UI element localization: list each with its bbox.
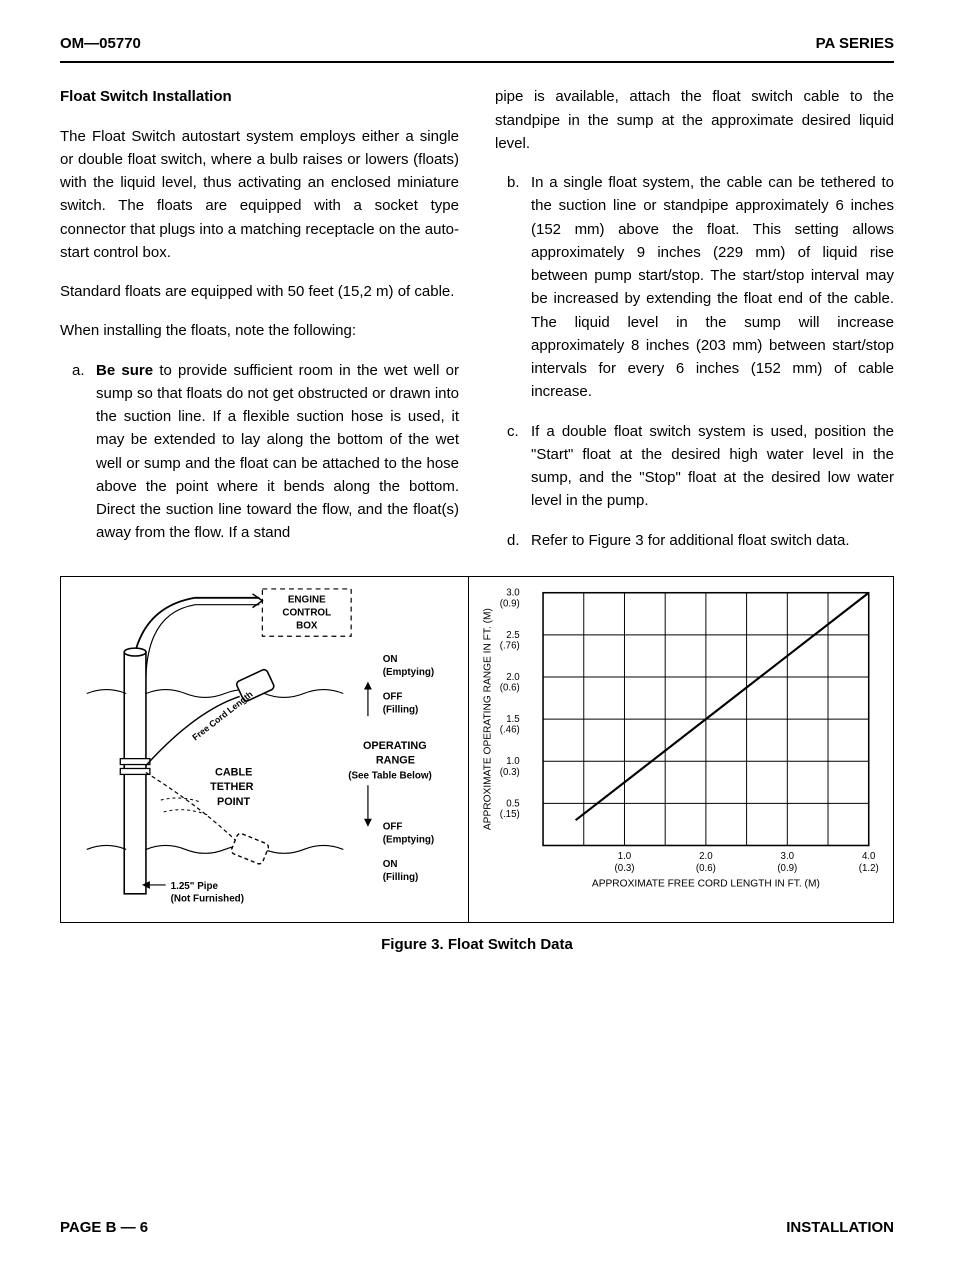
list-text: to provide sufficient room in the wet we… (96, 362, 459, 542)
list-text: In a single float system, the cable can … (531, 174, 894, 400)
list-item-b: b. In a single float system, the cable c… (495, 171, 894, 404)
svg-text:3.0: 3.0 (780, 851, 794, 862)
control-label: CONTROL (282, 607, 331, 618)
paragraph: Standard floats are equipped with 50 fee… (60, 280, 459, 303)
chart-svg: 3.0(0.9)2.5(.76)2.0(0.6)1.5(.46)1.0(0.3)… (475, 583, 883, 904)
svg-text:(0.9): (0.9) (777, 863, 797, 874)
svg-text:(0.6): (0.6) (696, 863, 716, 874)
section-name: INSTALLATION (786, 1216, 894, 1239)
list-item-d: d. Refer to Figure 3 for additional floa… (495, 529, 894, 552)
list-text: If a double float switch system is used,… (531, 423, 894, 510)
list-text: Refer to Figure 3 for additional float s… (531, 532, 850, 549)
series-label: PA SERIES (816, 32, 894, 55)
svg-text:(0.9): (0.9) (499, 598, 519, 609)
emptying-label-2: (Emptying) (383, 834, 434, 845)
svg-text:3.0: 3.0 (506, 587, 520, 598)
page-footer: PAGE B — 6 INSTALLATION (60, 1216, 894, 1239)
right-column: pipe is available, attach the float swit… (495, 85, 894, 568)
svg-text:2.5: 2.5 (506, 630, 520, 641)
svg-text:1.0: 1.0 (506, 756, 520, 767)
figure-3: ENGINE CONTROL BOX Free Cor (60, 576, 894, 956)
section-title: Float Switch Installation (60, 85, 459, 108)
left-column: Float Switch Installation The Float Swit… (60, 85, 459, 568)
see-table-label: (See Table Below) (348, 770, 432, 781)
page-number: PAGE B — 6 (60, 1216, 148, 1239)
off-label-2: OFF (383, 821, 403, 832)
svg-text:(1.2): (1.2) (858, 863, 878, 874)
paragraph-continuation: pipe is available, attach the float swit… (495, 85, 894, 155)
list-item-a: a. Be sure to provide sufficient room in… (60, 359, 459, 545)
svg-text:4.0: 4.0 (862, 851, 876, 862)
figure-panels: ENGINE CONTROL BOX Free Cor (60, 576, 894, 923)
list-marker: b. (507, 171, 520, 194)
emptying-label: (Emptying) (383, 667, 434, 678)
not-furnished-label: (Not Furnished) (171, 893, 244, 904)
float-diagram: ENGINE CONTROL BOX Free Cor (61, 577, 469, 922)
on-label: ON (383, 654, 398, 665)
svg-text:APPROXIMATE OPERATING RANGE IN: APPROXIMATE OPERATING RANGE IN FT. (M) (482, 608, 493, 830)
list-marker: a. (72, 359, 85, 382)
body-columns: Float Switch Installation The Float Swit… (60, 85, 894, 568)
emphasis: Be sure (96, 362, 153, 379)
tether-label: TETHER (210, 781, 254, 793)
svg-text:(0.6): (0.6) (499, 682, 519, 693)
pipe-label: 1.25" Pipe (171, 881, 219, 892)
page-header: OM—05770 PA SERIES (60, 32, 894, 63)
svg-text:(.46): (.46) (499, 724, 519, 735)
on-label-2: ON (383, 859, 398, 870)
svg-text:1.5: 1.5 (506, 714, 520, 725)
svg-text:(.15): (.15) (499, 809, 519, 820)
svg-text:(0.3): (0.3) (499, 767, 519, 778)
svg-text:2.0: 2.0 (699, 851, 713, 862)
svg-text:0.5: 0.5 (506, 798, 520, 809)
point-label: POINT (217, 796, 251, 808)
operating-label: OPERATING (363, 740, 427, 752)
cable-label: CABLE (215, 766, 252, 778)
svg-text:APPROXIMATE FREE CORD LENGTH I: APPROXIMATE FREE CORD LENGTH IN FT. (M) (592, 878, 820, 889)
doc-id: OM—05770 (60, 32, 141, 55)
svg-text:1.0: 1.0 (617, 851, 631, 862)
box-label: BOX (296, 620, 318, 631)
svg-text:(0.3): (0.3) (614, 863, 634, 874)
list-marker: d. (507, 529, 520, 552)
paragraph: When installing the floats, note the fol… (60, 319, 459, 342)
list-item-c: c. If a double float switch system is us… (495, 420, 894, 513)
svg-text:2.0: 2.0 (506, 672, 520, 683)
off-label: OFF (383, 691, 403, 702)
range-label: RANGE (376, 754, 415, 766)
chart-panel: 3.0(0.9)2.5(.76)2.0(0.6)1.5(.46)1.0(0.3)… (469, 577, 893, 922)
svg-text:(.76): (.76) (499, 640, 519, 651)
filling-label-2: (Filling) (383, 872, 419, 883)
diagram-svg: ENGINE CONTROL BOX Free Cor (67, 583, 462, 909)
filling-label: (Filling) (383, 704, 419, 715)
figure-caption: Figure 3. Float Switch Data (60, 933, 894, 956)
list-marker: c. (507, 420, 519, 443)
paragraph: The Float Switch autostart system employ… (60, 125, 459, 265)
engine-label: ENGINE (288, 594, 326, 605)
